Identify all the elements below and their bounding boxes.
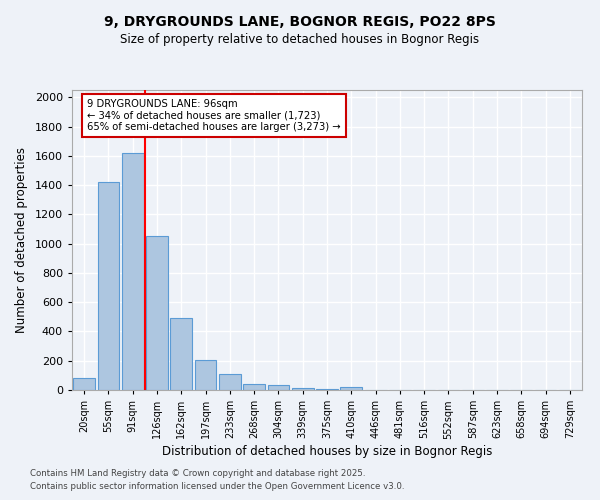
Bar xyxy=(146,236,168,390)
Bar xyxy=(268,385,289,390)
X-axis label: Distribution of detached houses by size in Bognor Regis: Distribution of detached houses by size … xyxy=(162,446,492,458)
Bar xyxy=(170,318,192,390)
Bar xyxy=(122,153,143,390)
Y-axis label: Number of detached properties: Number of detached properties xyxy=(15,147,28,333)
Bar xyxy=(219,374,241,390)
Bar xyxy=(194,360,217,390)
Text: Contains HM Land Registry data © Crown copyright and database right 2025.: Contains HM Land Registry data © Crown c… xyxy=(30,468,365,477)
Text: 9, DRYGROUNDS LANE, BOGNOR REGIS, PO22 8PS: 9, DRYGROUNDS LANE, BOGNOR REGIS, PO22 8… xyxy=(104,15,496,29)
Bar xyxy=(340,387,362,390)
Bar xyxy=(243,384,265,390)
Bar xyxy=(97,182,119,390)
Text: Contains public sector information licensed under the Open Government Licence v3: Contains public sector information licen… xyxy=(30,482,404,491)
Text: 9 DRYGROUNDS LANE: 96sqm
← 34% of detached houses are smaller (1,723)
65% of sem: 9 DRYGROUNDS LANE: 96sqm ← 34% of detach… xyxy=(88,99,341,132)
Bar xyxy=(73,378,95,390)
Bar xyxy=(316,388,338,390)
Text: Size of property relative to detached houses in Bognor Regis: Size of property relative to detached ho… xyxy=(121,32,479,46)
Bar xyxy=(292,388,314,390)
